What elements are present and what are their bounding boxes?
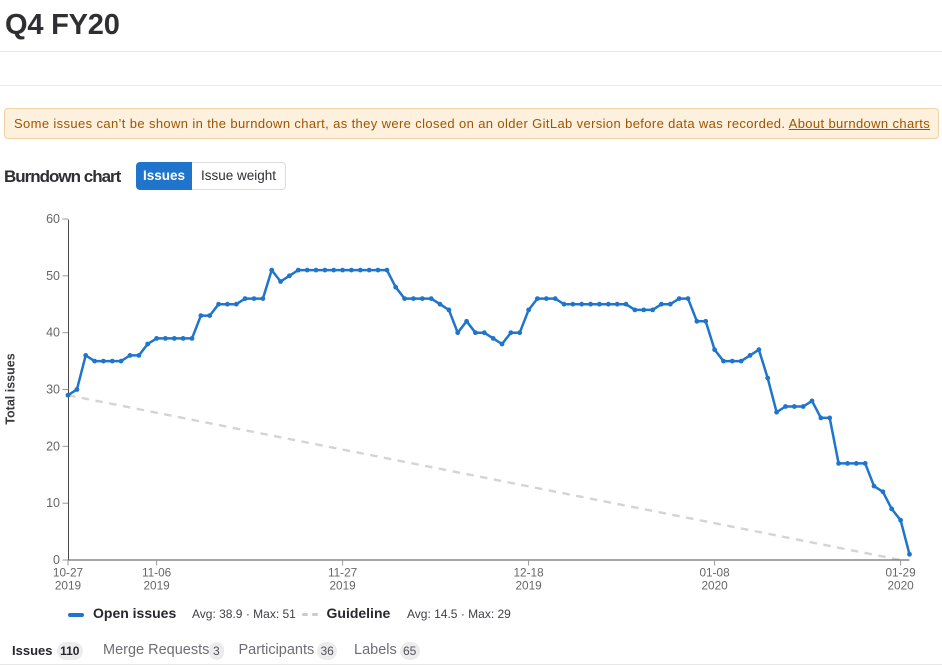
svg-text:60: 60 <box>46 212 60 226</box>
svg-text:Total issues: Total issues <box>4 353 18 424</box>
svg-text:40: 40 <box>46 326 60 340</box>
svg-text:2020: 2020 <box>701 579 728 593</box>
svg-text:2019: 2019 <box>329 579 355 593</box>
svg-text:30: 30 <box>46 383 60 397</box>
svg-text:11-27: 11-27 <box>328 566 357 580</box>
svg-text:0: 0 <box>53 553 60 567</box>
svg-text:2019: 2019 <box>515 579 541 593</box>
svg-text:01-29: 01-29 <box>886 566 916 580</box>
svg-text:2019: 2019 <box>55 579 81 593</box>
svg-text:01-08: 01-08 <box>700 566 731 580</box>
svg-text:11-06: 11-06 <box>142 566 172 580</box>
svg-text:12-18: 12-18 <box>514 566 545 580</box>
svg-text:2020: 2020 <box>887 579 914 593</box>
svg-text:20: 20 <box>46 439 60 453</box>
svg-text:10: 10 <box>46 496 60 510</box>
svg-text:10-27: 10-27 <box>53 566 83 580</box>
svg-text:2019: 2019 <box>143 579 169 593</box>
svg-text:50: 50 <box>46 269 60 283</box>
